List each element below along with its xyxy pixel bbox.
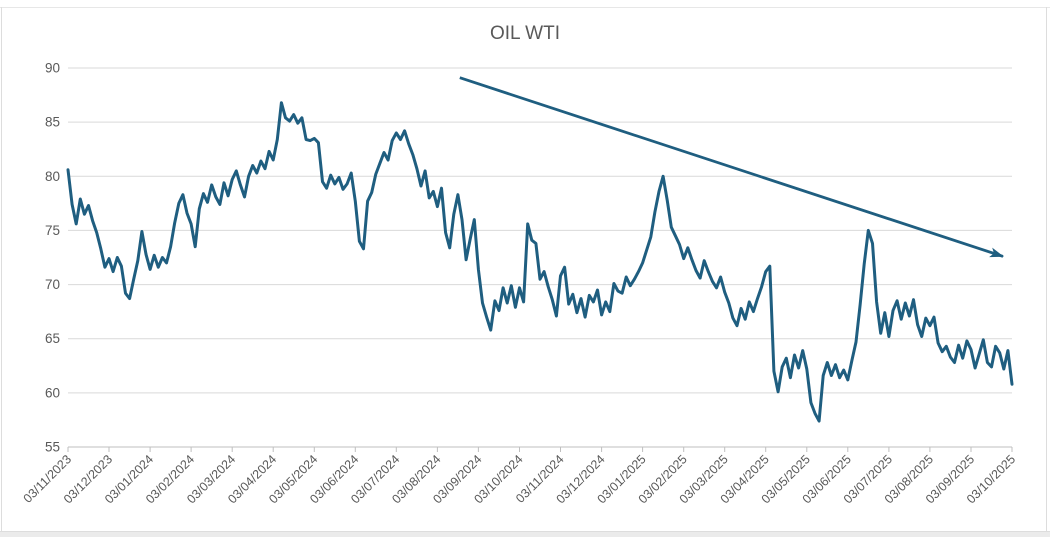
x-axis-labels: 03/11/202303/12/202303/01/202403/02/2024… — [21, 447, 1018, 506]
y-axis-tick-label: 75 — [45, 223, 60, 238]
y-axis-tick-label: 70 — [45, 277, 60, 292]
downtrend-arrow-annotation — [459, 76, 1004, 258]
window-bottom-edge — [0, 531, 1050, 537]
chart-title: OIL WTI — [490, 23, 560, 44]
y-axis-tick-label: 85 — [45, 115, 60, 130]
y-axis-tick-label: 80 — [45, 169, 60, 184]
window-left-border — [1, 7, 2, 531]
y-axis-tick-label: 90 — [45, 61, 60, 76]
y-axis-tick-label: 65 — [45, 331, 60, 346]
oil-wti-price-line — [66, 101, 1014, 423]
y-axis-tick-label: 60 — [45, 385, 60, 400]
window-right-border — [1046, 7, 1047, 531]
window-top-border — [0, 7, 1050, 8]
y-axis-labels: 55 60 65 70 75 80 85 90 — [45, 61, 60, 455]
gridlines — [68, 67, 1012, 394]
y-axis-tick-label: 55 — [45, 440, 60, 455]
trend-arrow-line — [459, 76, 1004, 258]
price-line-series — [66, 101, 1014, 423]
